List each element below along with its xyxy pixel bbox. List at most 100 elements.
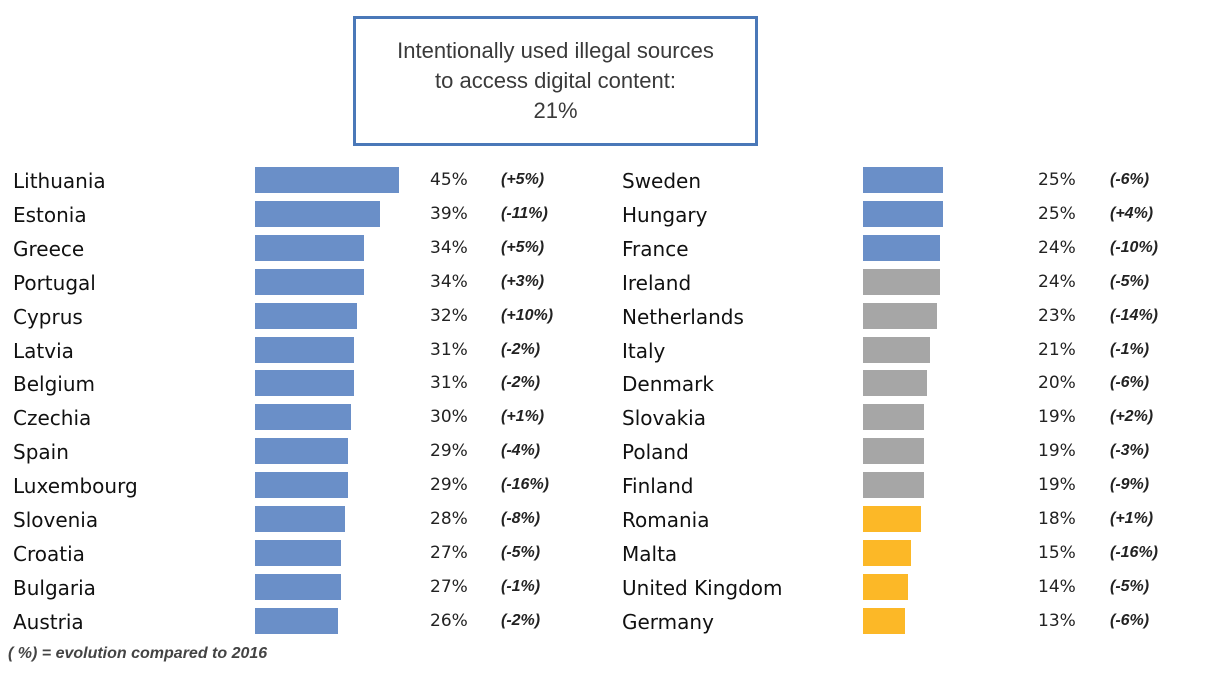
change-label: (-2%) bbox=[501, 374, 541, 392]
summary-total: 21% bbox=[533, 98, 578, 123]
country-label: Belgium bbox=[13, 372, 95, 397]
country-label: Czechia bbox=[13, 406, 92, 431]
value-label: 39% bbox=[430, 203, 468, 224]
change-label: (+5%) bbox=[501, 238, 545, 256]
value-label: 19% bbox=[1038, 441, 1076, 462]
change-label: (-6%) bbox=[1110, 171, 1150, 188]
country-label: Ireland bbox=[622, 270, 692, 295]
chart-row: Austria 26% (-2%) bbox=[13, 607, 593, 641]
change-label: (-5%) bbox=[1110, 272, 1150, 290]
value-label: 31% bbox=[430, 339, 468, 360]
bar bbox=[255, 472, 348, 499]
change-label: (-2%) bbox=[501, 611, 541, 629]
chart-row: Netherlands 23% (-14%) bbox=[622, 302, 1202, 336]
country-label: Croatia bbox=[13, 541, 85, 566]
bar bbox=[863, 539, 911, 566]
value-label: 30% bbox=[430, 407, 468, 428]
value-label: 26% bbox=[430, 610, 468, 631]
change-label: (-8%) bbox=[501, 510, 541, 527]
country-label: Romania bbox=[622, 508, 710, 532]
summary-box: Intentionally used illegal sources to ac… bbox=[353, 16, 758, 146]
chart-row: Belgium 31% (-2%) bbox=[13, 369, 593, 403]
value-label: 23% bbox=[1038, 305, 1076, 326]
value-label: 19% bbox=[1038, 407, 1076, 428]
bar bbox=[255, 573, 342, 600]
chart-row: Latvia 31% (-2%) bbox=[13, 336, 593, 370]
change-label: (+1%) bbox=[1110, 510, 1154, 527]
chart-row: Slovenia 28% (-8%) bbox=[13, 505, 593, 539]
change-label: (-16%) bbox=[1110, 543, 1159, 561]
change-label: (-10%) bbox=[1110, 238, 1159, 256]
value-label: 13% bbox=[1038, 610, 1076, 631]
bar bbox=[255, 200, 380, 227]
change-label: (+4%) bbox=[1110, 204, 1154, 222]
change-label: (-3%) bbox=[1110, 442, 1150, 460]
bar bbox=[863, 370, 927, 397]
bar bbox=[255, 336, 355, 363]
country-label: Austria bbox=[13, 609, 84, 634]
country-label: Sweden bbox=[622, 169, 702, 193]
change-label: (+10%) bbox=[501, 306, 554, 324]
change-label: (-2%) bbox=[501, 340, 541, 358]
change-label: (-16%) bbox=[501, 476, 550, 494]
chart-row: Slovakia 19% (+2%) bbox=[622, 403, 1202, 437]
value-label: 15% bbox=[1038, 542, 1076, 563]
change-label: (+2%) bbox=[1110, 408, 1154, 426]
bar bbox=[863, 234, 940, 261]
country-label: Greece bbox=[13, 236, 85, 261]
country-label: United Kingdom bbox=[622, 575, 783, 600]
chart-row: France 24% (-10%) bbox=[622, 234, 1202, 268]
value-label: 25% bbox=[1038, 170, 1076, 190]
chart-row: Romania 18% (+1%) bbox=[622, 505, 1202, 539]
chart-row: United Kingdom 14% (-5%) bbox=[622, 573, 1202, 607]
chart-row: Ireland 24% (-5%) bbox=[622, 268, 1202, 302]
country-label: Denmark bbox=[622, 372, 714, 397]
change-label: (-5%) bbox=[501, 543, 541, 561]
bar bbox=[863, 607, 905, 634]
value-label: 24% bbox=[1038, 271, 1076, 292]
value-label: 18% bbox=[1038, 509, 1076, 529]
chart-row: Malta 15% (-16%) bbox=[622, 539, 1202, 573]
value-label: 20% bbox=[1038, 373, 1076, 394]
chart-row: Czechia 30% (+1%) bbox=[13, 403, 593, 437]
bar bbox=[863, 302, 937, 329]
chart-row: Portugal 34% (+3%) bbox=[13, 268, 593, 302]
value-label: 31% bbox=[430, 373, 468, 394]
chart-row: Estonia 39% (-11%) bbox=[13, 200, 593, 234]
change-label: (+3%) bbox=[501, 272, 545, 290]
bar bbox=[863, 506, 921, 532]
bar bbox=[255, 370, 355, 397]
summary-line-1: Intentionally used illegal sources bbox=[397, 38, 714, 63]
chart-row: Croatia 27% (-5%) bbox=[13, 539, 593, 573]
value-label: 14% bbox=[1038, 576, 1076, 597]
change-label: (-11%) bbox=[501, 204, 548, 222]
bar bbox=[255, 404, 351, 431]
footnote: ( %) = evolution compared to 2016 bbox=[8, 645, 268, 662]
chart-row: Luxembourg 29% (-16%) bbox=[13, 471, 593, 505]
country-label: Latvia bbox=[13, 338, 74, 363]
bar bbox=[863, 438, 924, 465]
chart-row: Italy 21% (-1%) bbox=[622, 336, 1202, 370]
country-label: Lithuania bbox=[13, 169, 106, 193]
chart-row: Hungary 25% (+4%) bbox=[622, 200, 1202, 234]
bar bbox=[863, 336, 931, 363]
value-label: 27% bbox=[430, 542, 468, 563]
bar bbox=[255, 167, 399, 193]
chart-row: Spain 29% (-4%) bbox=[13, 437, 593, 471]
change-label: (-4%) bbox=[501, 442, 541, 460]
summary-line-2: to access digital content: bbox=[435, 68, 676, 93]
change-label: (+5%) bbox=[501, 171, 545, 188]
chart-row: Germany 13% (-6%) bbox=[622, 607, 1202, 641]
country-label: Germany bbox=[622, 609, 714, 634]
change-label: (-5%) bbox=[1110, 577, 1150, 595]
country-label: France bbox=[622, 236, 689, 261]
chart-row: Sweden 25% (-6%) bbox=[622, 166, 1202, 200]
country-label: Portugal bbox=[13, 270, 96, 295]
value-label: 32% bbox=[430, 305, 468, 326]
bar bbox=[255, 234, 364, 261]
bar bbox=[863, 268, 940, 295]
value-label: 29% bbox=[430, 441, 468, 462]
value-label: 29% bbox=[430, 475, 468, 496]
change-label: (-6%) bbox=[1110, 611, 1150, 629]
bar bbox=[863, 573, 908, 600]
